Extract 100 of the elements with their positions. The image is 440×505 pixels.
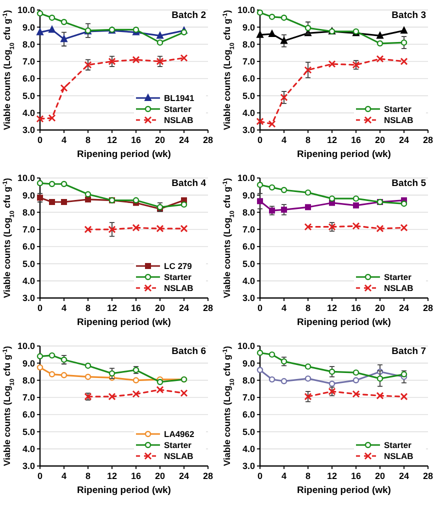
x-tick-label: 12 <box>106 135 118 145</box>
x-tick-label: 0 <box>257 135 263 145</box>
y-tick-label: 8.0 <box>242 207 255 218</box>
y-tick-label: 3.0 <box>22 125 35 136</box>
y-tick-label: 8.0 <box>22 39 35 50</box>
y-tick-label: 6.0 <box>22 410 35 420</box>
y-tick-label: 4.0 <box>22 108 35 118</box>
x-axis-title: Ripening period (wk) <box>77 149 171 160</box>
x-axis-title: Ripening period (wk) <box>297 317 391 328</box>
x-tick-label: 16 <box>130 135 142 145</box>
x-tick-label: 4 <box>281 303 287 313</box>
y-tick-label: 8.0 <box>242 375 255 386</box>
x-axis-title: Ripening period (wk) <box>297 485 391 496</box>
y-tick-label: 3.0 <box>22 461 35 472</box>
legend-label: NSLAB <box>164 282 194 293</box>
y-tick-label: 10.0 <box>237 5 255 16</box>
x-tick-label: 8 <box>305 135 311 145</box>
y-tick-label: 9.0 <box>22 22 35 32</box>
y-tick-label: 9.0 <box>242 358 255 368</box>
y-tick-label: 9.0 <box>22 358 35 368</box>
y-tick-label: 9.0 <box>242 190 255 200</box>
y-tick-label: 9.0 <box>242 22 255 32</box>
x-axis-title: Ripening period (wk) <box>77 317 171 328</box>
x-tick-label: 20 <box>154 135 166 145</box>
x-tick-label: 4 <box>61 303 67 313</box>
x-tick-label: 8 <box>85 471 91 481</box>
y-tick-label: 10.0 <box>237 341 255 352</box>
x-tick-label: 24 <box>178 471 190 481</box>
x-tick-label: 24 <box>178 135 190 145</box>
chart-title: Batch 6 <box>172 346 206 357</box>
x-tick-label: 12 <box>326 303 338 313</box>
legend-label: Starter <box>384 104 412 114</box>
y-tick-label: 3.0 <box>22 293 35 304</box>
x-tick-label: 20 <box>374 471 386 481</box>
x-tick-label: 16 <box>130 303 142 313</box>
legend-label: NSLAB <box>164 450 194 461</box>
x-tick-label: 28 <box>202 303 214 313</box>
y-tick-label: 7.0 <box>242 56 255 67</box>
x-tick-label: 20 <box>154 471 166 481</box>
y-tick-label: 6.0 <box>242 242 255 252</box>
x-tick-label: 28 <box>422 471 434 481</box>
y-tick-label: 10.0 <box>237 173 255 184</box>
x-tick-label: 8 <box>85 303 91 313</box>
y-tick-label: 8.0 <box>242 39 255 50</box>
legend-label: Starter <box>164 272 192 282</box>
y-tick-label: 10.0 <box>17 173 35 184</box>
y-tick-label: 6.0 <box>242 74 255 84</box>
x-tick-label: 28 <box>202 135 214 145</box>
y-tick-label: 7.0 <box>242 224 255 235</box>
chart-title: Batch 2 <box>172 10 206 21</box>
y-tick-label: 5.0 <box>22 90 35 101</box>
x-tick-label: 24 <box>398 471 410 481</box>
x-tick-label: 0 <box>37 303 43 313</box>
y-tick-label: 6.0 <box>22 242 35 252</box>
x-tick-label: 0 <box>257 471 263 481</box>
chart-title: Batch 3 <box>392 10 426 21</box>
y-tick-label: 9.0 <box>22 190 35 200</box>
x-tick-label: 4 <box>61 471 67 481</box>
x-tick-label: 8 <box>305 303 311 313</box>
chart-title: Batch 4 <box>172 178 207 189</box>
x-tick-label: 12 <box>106 303 118 313</box>
x-tick-label: 20 <box>374 303 386 313</box>
y-tick-label: 7.0 <box>22 392 35 403</box>
y-tick-label: 4.0 <box>22 444 35 454</box>
y-tick-label: 3.0 <box>242 125 255 136</box>
x-tick-label: 4 <box>281 135 287 145</box>
x-tick-label: 16 <box>350 303 362 313</box>
x-tick-label: 24 <box>398 135 410 145</box>
y-tick-label: 4.0 <box>242 444 255 454</box>
x-tick-label: 4 <box>61 135 67 145</box>
x-tick-label: 16 <box>350 471 362 481</box>
y-tick-label: 10.0 <box>17 341 35 352</box>
x-tick-label: 20 <box>374 135 386 145</box>
legend-label: NSLAB <box>164 114 194 125</box>
y-tick-label: 7.0 <box>22 224 35 235</box>
y-tick-label: 7.0 <box>22 56 35 67</box>
y-tick-label: 5.0 <box>242 90 255 101</box>
y-tick-label: 3.0 <box>242 461 255 472</box>
y-tick-label: 7.0 <box>242 392 255 403</box>
y-tick-label: 3.0 <box>242 293 255 304</box>
y-tick-label: 6.0 <box>242 410 255 420</box>
x-tick-label: 8 <box>85 135 91 145</box>
x-tick-label: 0 <box>37 471 43 481</box>
x-tick-label: 12 <box>326 135 338 145</box>
x-tick-label: 12 <box>326 471 338 481</box>
x-tick-label: 8 <box>305 471 311 481</box>
y-tick-label: 5.0 <box>22 258 35 269</box>
y-tick-label: 4.0 <box>22 276 35 286</box>
y-tick-label: 8.0 <box>22 207 35 218</box>
legend-label: NSLAB <box>384 282 414 293</box>
legend-label: LC 279 <box>164 260 192 271</box>
legend-label: Starter <box>384 440 412 450</box>
x-tick-label: 4 <box>281 471 287 481</box>
legend-label: LA4962 <box>164 428 195 439</box>
x-tick-label: 28 <box>202 471 214 481</box>
y-tick-label: 8.0 <box>22 375 35 386</box>
x-tick-label: 0 <box>37 135 43 145</box>
chart-title: Batch 7 <box>392 346 426 357</box>
x-axis-title: Ripening period (wk) <box>77 485 171 496</box>
y-tick-label: 5.0 <box>242 258 255 269</box>
